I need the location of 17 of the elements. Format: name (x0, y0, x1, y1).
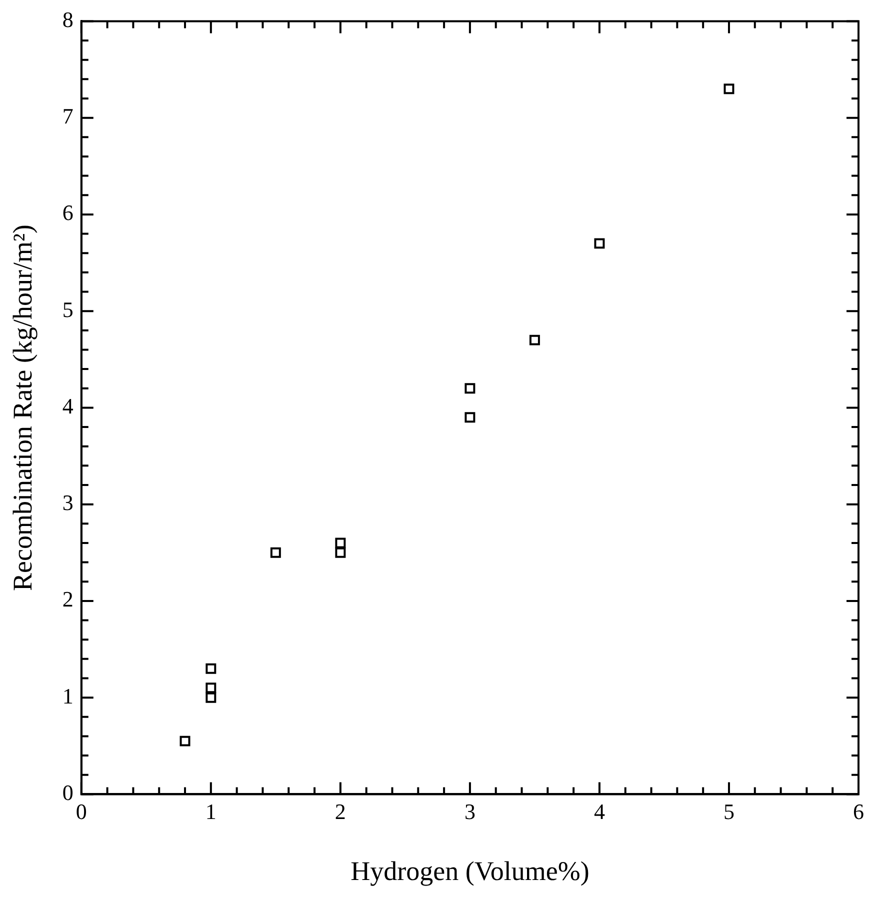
x-tick-label: 4 (594, 799, 605, 824)
x-axis-title: Hydrogen (Volume%) (350, 856, 590, 886)
x-tick-label: 6 (853, 799, 864, 824)
y-tick-label: 3 (62, 490, 74, 516)
x-tick-label: 3 (464, 799, 476, 824)
y-tick-label: 4 (62, 393, 74, 418)
y-tick-label: 0 (62, 780, 74, 805)
y-tick-label: 7 (62, 104, 74, 129)
x-tick-label: 5 (723, 799, 734, 824)
y-tick-label: 5 (62, 296, 74, 322)
x-tick-label: 2 (334, 799, 346, 824)
y-tick-label: 1 (62, 683, 74, 708)
y-tick-label: 2 (62, 586, 74, 612)
y-axis-title: Recombination Rate (kg/hour/m²) (7, 224, 38, 591)
y-tick-label: 8 (62, 6, 74, 32)
y-tick-label: 6 (62, 200, 74, 226)
x-tick-label: 1 (205, 799, 216, 824)
